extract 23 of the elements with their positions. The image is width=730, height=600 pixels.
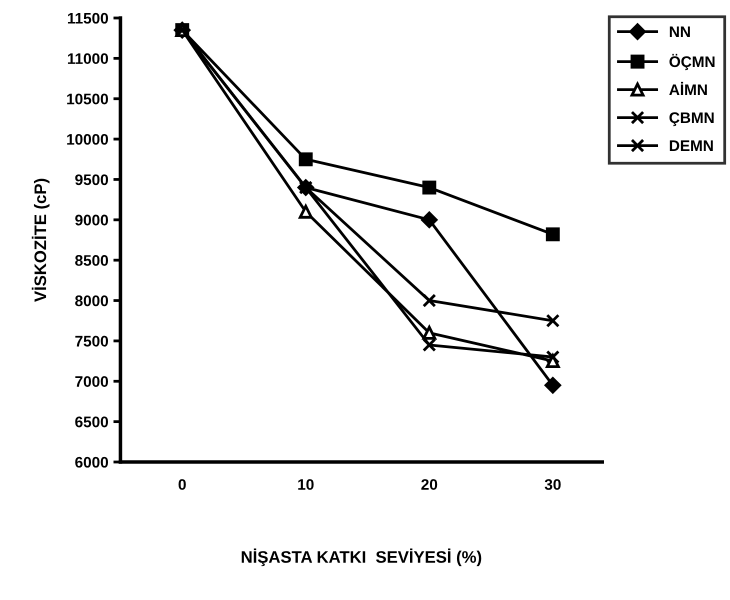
y-tick-label: 10500 bbox=[67, 94, 108, 104]
y-tick-label: 9500 bbox=[75, 174, 108, 186]
x-tick-label: 30 bbox=[544, 479, 561, 490]
y-axis-title: VİSKOZİTE (cP) bbox=[32, 178, 50, 302]
legend-label: DEMN bbox=[670, 140, 713, 151]
legend-label: ÇBMN bbox=[669, 112, 714, 126]
y-tick-label: 6500 bbox=[75, 416, 108, 428]
x-axis-title: NİŞASTA KATKI SEVİYESİ (%) bbox=[242, 548, 482, 566]
legend-label: NN bbox=[670, 26, 690, 37]
y-tick-label: 6000 bbox=[75, 456, 108, 468]
x-tick-label: 10 bbox=[298, 479, 314, 490]
legend-label: AİMN bbox=[669, 82, 707, 95]
y-tick-label: 11000 bbox=[68, 53, 108, 64]
y-tick-label: 11500 bbox=[68, 12, 108, 24]
y-tick-label: 8500 bbox=[75, 255, 108, 266]
y-tick-label: 7000 bbox=[75, 376, 108, 387]
legend-label: ÖÇMN bbox=[669, 54, 714, 70]
y-tick-label: 8000 bbox=[75, 295, 108, 306]
y-tick-label: 9000 bbox=[75, 214, 108, 226]
x-tick-label: 0 bbox=[178, 479, 186, 490]
y-tick-label: 10000 bbox=[67, 134, 108, 145]
x-tick-label: 20 bbox=[421, 479, 438, 490]
y-tick-label: 7500 bbox=[75, 336, 108, 347]
